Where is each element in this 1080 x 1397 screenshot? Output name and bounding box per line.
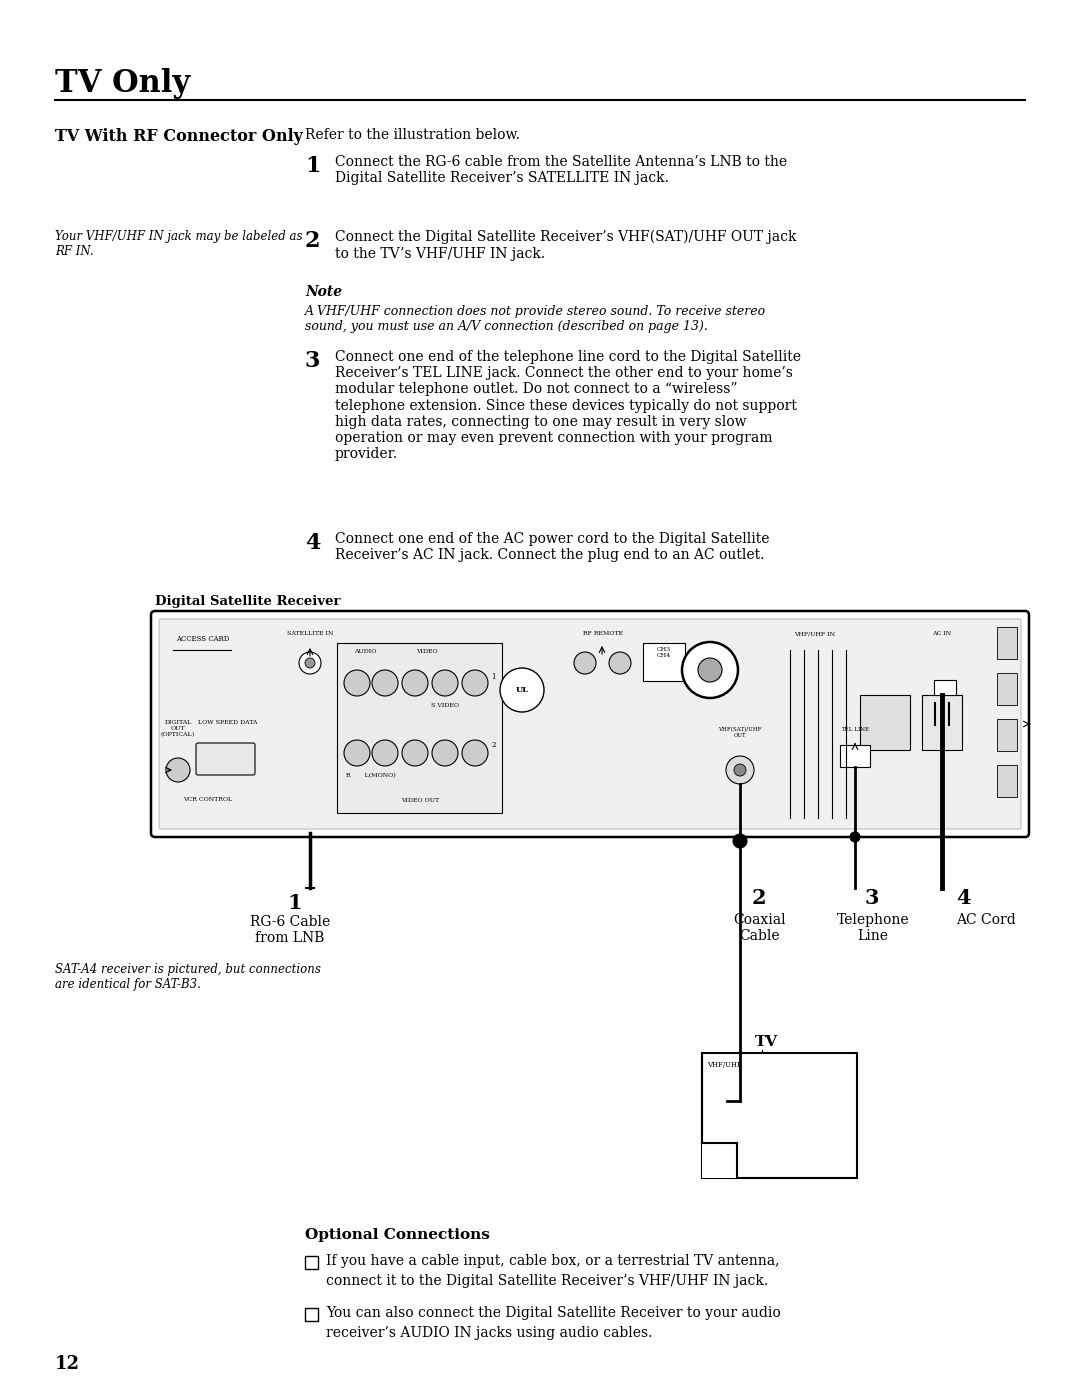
Circle shape: [733, 834, 747, 848]
Circle shape: [166, 759, 190, 782]
Text: TV With RF Connector Only: TV With RF Connector Only: [55, 129, 302, 145]
Text: SATELLITE IN: SATELLITE IN: [287, 631, 334, 636]
Text: CH3
CH4: CH3 CH4: [657, 647, 671, 658]
Bar: [922, 694, 962, 750]
Text: SAT-A4 receiver is pictured, but connections
are identical for SAT-B3.: SAT-A4 receiver is pictured, but connect…: [55, 963, 321, 990]
Bar: [337, 643, 502, 813]
Bar: [840, 745, 870, 767]
Text: AUDIO: AUDIO: [354, 650, 376, 654]
Text: Connect one end of the AC power cord to the Digital Satellite
Receiver’s AC IN j: Connect one end of the AC power cord to …: [335, 532, 769, 562]
Text: If you have a cable input, cable box, or a terrestrial TV antenna,: If you have a cable input, cable box, or…: [326, 1255, 780, 1268]
Text: 3: 3: [865, 888, 879, 908]
Circle shape: [372, 671, 399, 696]
Text: 2: 2: [752, 888, 767, 908]
Text: Coaxial
Cable: Coaxial Cable: [733, 914, 786, 943]
Text: LOW SPEED DATA: LOW SPEED DATA: [199, 719, 258, 725]
Text: 4: 4: [305, 532, 321, 555]
Circle shape: [609, 652, 631, 673]
Text: A VHF/UHF connection does not provide stereo sound. To receive stereo
sound, you: A VHF/UHF connection does not provide st…: [305, 305, 766, 332]
Text: ACCESS CARD: ACCESS CARD: [176, 636, 230, 643]
Text: RG-6 Cable
from LNB: RG-6 Cable from LNB: [249, 915, 330, 946]
Text: Telephone
Line: Telephone Line: [837, 914, 909, 943]
Text: 12: 12: [55, 1355, 80, 1373]
Text: 2: 2: [305, 231, 321, 251]
Text: 1: 1: [305, 155, 321, 177]
Bar: [997, 627, 1017, 659]
Text: VCR CONTROL: VCR CONTROL: [184, 798, 232, 802]
Bar: [702, 1143, 737, 1178]
Bar: [305, 1308, 318, 1322]
Text: Note: Note: [305, 285, 342, 299]
Text: 1: 1: [287, 893, 302, 914]
Text: RF REMOTE: RF REMOTE: [583, 631, 623, 636]
Circle shape: [733, 1094, 747, 1108]
Circle shape: [372, 740, 399, 766]
Circle shape: [698, 658, 723, 682]
Circle shape: [726, 756, 754, 784]
FancyBboxPatch shape: [151, 610, 1029, 837]
Text: 4: 4: [956, 888, 971, 908]
Bar: [702, 1053, 858, 1178]
Text: Connect the RG-6 cable from the Satellite Antenna’s LNB to the
Digital Satellite: Connect the RG-6 cable from the Satellit…: [335, 155, 787, 186]
Bar: [860, 694, 910, 750]
Text: You can also connect the Digital Satellite Receiver to your audio: You can also connect the Digital Satelli…: [326, 1306, 781, 1320]
Text: Connect the Digital Satellite Receiver’s VHF(SAT)/UHF OUT jack
to the TV’s VHF/U: Connect the Digital Satellite Receiver’s…: [335, 231, 797, 261]
Circle shape: [573, 652, 596, 673]
Circle shape: [500, 668, 544, 712]
Bar: [934, 680, 956, 694]
Circle shape: [305, 658, 315, 668]
Circle shape: [299, 652, 321, 673]
Circle shape: [402, 671, 428, 696]
Circle shape: [850, 833, 860, 842]
Text: Optional Connections: Optional Connections: [305, 1228, 490, 1242]
Bar: [997, 719, 1017, 752]
Text: S VIDEO: S VIDEO: [431, 703, 459, 708]
Bar: [997, 766, 1017, 798]
Text: TV Only: TV Only: [55, 68, 190, 99]
Circle shape: [432, 671, 458, 696]
Text: 3: 3: [305, 351, 321, 372]
Text: UL: UL: [515, 686, 528, 694]
Circle shape: [713, 1087, 741, 1115]
Circle shape: [462, 671, 488, 696]
Circle shape: [734, 764, 746, 775]
Text: Your VHF/UHF IN jack may be labeled as
RF IN.: Your VHF/UHF IN jack may be labeled as R…: [55, 231, 302, 258]
Text: VHF(SAT)/UHF
OUT: VHF(SAT)/UHF OUT: [718, 726, 761, 738]
FancyBboxPatch shape: [195, 743, 255, 775]
Text: TV: TV: [755, 1035, 778, 1049]
Text: VIDEO OUT: VIDEO OUT: [401, 798, 440, 803]
Text: R       L(MONO): R L(MONO): [346, 773, 396, 778]
Bar: [997, 673, 1017, 705]
Text: DIGITAL
OUT
(OPTICAL): DIGITAL OUT (OPTICAL): [161, 719, 195, 736]
Text: Connect one end of the telephone line cord to the Digital Satellite
Receiver’s T: Connect one end of the telephone line co…: [335, 351, 801, 461]
Circle shape: [681, 643, 738, 698]
Text: VIDEO: VIDEO: [416, 650, 437, 654]
Circle shape: [345, 740, 370, 766]
Text: 2: 2: [491, 740, 496, 749]
Text: receiver’s AUDIO IN jacks using audio cables.: receiver’s AUDIO IN jacks using audio ca…: [326, 1326, 652, 1340]
Text: AC IN: AC IN: [932, 631, 951, 636]
Bar: [305, 1256, 318, 1268]
Text: TEL LINE: TEL LINE: [841, 726, 869, 732]
Circle shape: [462, 740, 488, 766]
Text: Refer to the illustration below.: Refer to the illustration below.: [305, 129, 519, 142]
Circle shape: [432, 740, 458, 766]
Text: VHF/UHF IN: VHF/UHF IN: [795, 631, 836, 636]
Circle shape: [402, 740, 428, 766]
Bar: [643, 643, 685, 680]
Circle shape: [721, 1095, 733, 1106]
Text: AC Cord: AC Cord: [956, 914, 1016, 928]
Text: VHF/UHF: VHF/UHF: [707, 1060, 742, 1069]
Text: Digital Satellite Receiver: Digital Satellite Receiver: [156, 595, 340, 608]
FancyBboxPatch shape: [159, 619, 1021, 828]
Text: connect it to the Digital Satellite Receiver’s VHF/UHF IN jack.: connect it to the Digital Satellite Rece…: [326, 1274, 768, 1288]
Circle shape: [345, 671, 370, 696]
Text: 1: 1: [491, 673, 496, 680]
